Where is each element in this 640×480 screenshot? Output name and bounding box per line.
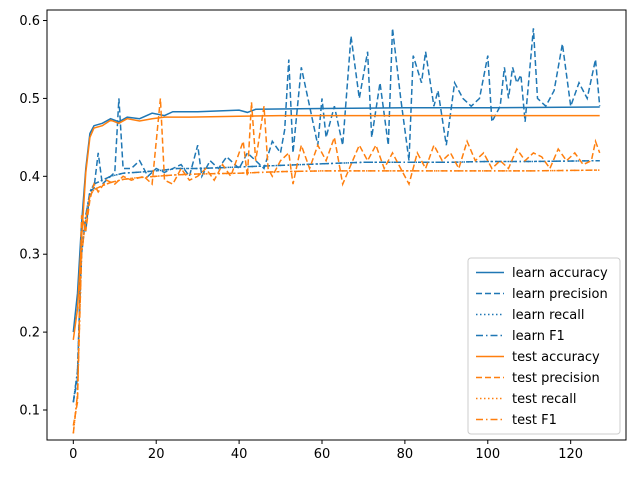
y-axis: 0.1 0.2 0.3 0.4 0.5 0.6 — [19, 14, 47, 419]
legend-label-test-f1: test F1 — [512, 413, 557, 428]
legend-label-learn-precision: learn precision — [512, 287, 608, 302]
plot-frame — [46, 9, 627, 441]
legend-label-test-recall: test recall — [512, 392, 577, 407]
x-tick-label: 40 — [231, 447, 248, 462]
x-tick-label: 60 — [314, 447, 331, 462]
series-line-learn-precision — [72, 28, 601, 403]
legend-label-learn-recall: learn recall — [512, 308, 584, 323]
y-tick-label: 0.1 — [19, 404, 40, 419]
x-tick-label: 20 — [148, 447, 165, 462]
legend-label-test-accuracy: test accuracy — [512, 350, 600, 365]
series-line-test-precision — [72, 98, 601, 426]
x-tick-label: 80 — [397, 447, 414, 462]
series-line-learn-f1 — [72, 159, 600, 403]
y-tick-label: 0.3 — [19, 248, 40, 263]
series-line-test-f1 — [72, 169, 600, 434]
y-tick-label: 0.4 — [19, 170, 40, 185]
legend-label-learn-accuracy: learn accuracy — [512, 266, 608, 281]
series-layer — [72, 28, 601, 434]
x-tick-label: 120 — [558, 447, 583, 462]
x-tick-label: 0 — [69, 447, 77, 462]
y-tick-label: 0.6 — [19, 14, 40, 29]
x-axis: 0 20 40 60 80 100 120 — [69, 440, 583, 462]
legend-label-learn-f1: learn F1 — [512, 329, 565, 344]
legend: learn accuracy learn precision learn recal… — [467, 257, 621, 435]
y-tick-label: 0.5 — [19, 92, 40, 107]
x-tick-label: 100 — [475, 447, 500, 462]
legend-label-test-precision: test precision — [512, 371, 600, 386]
legend-box — [467, 257, 621, 435]
y-tick-label: 0.2 — [19, 326, 40, 341]
series-line-test-accuracy — [72, 114, 600, 341]
